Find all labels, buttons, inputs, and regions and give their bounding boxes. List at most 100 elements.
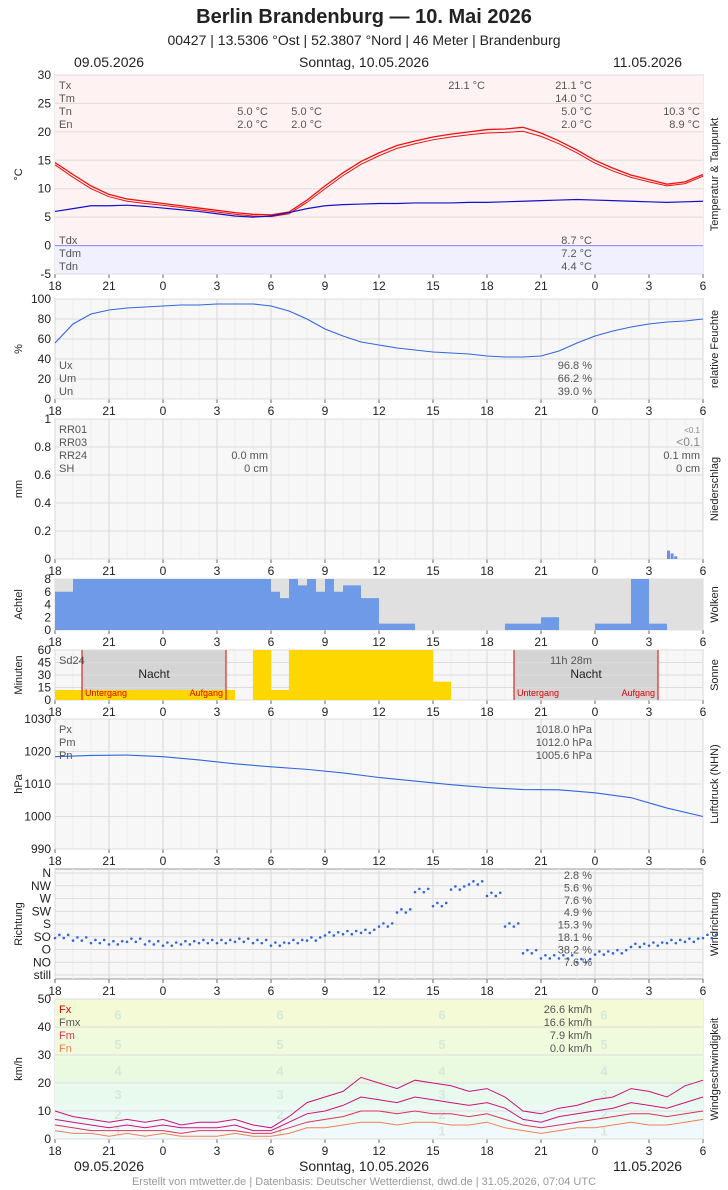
wind-dir-point xyxy=(404,911,408,914)
x-tick-sunshine: 21 xyxy=(534,705,548,719)
wind-dir-point xyxy=(246,937,250,940)
cloud-bar xyxy=(217,579,235,630)
x-tick-pressure: 21 xyxy=(534,854,548,868)
x-tick-humidity: 6 xyxy=(700,404,707,418)
stat-label-wind-speed: Fmx xyxy=(59,1017,81,1029)
sun-bar xyxy=(379,650,397,700)
wind-dir-point xyxy=(314,939,318,942)
wind-dir-point xyxy=(296,941,300,945)
wind-dir-point xyxy=(310,936,313,939)
wind-dir-point xyxy=(184,939,187,943)
beaufort-label: 1 xyxy=(438,1124,445,1139)
y-tick-wind-direction: S xyxy=(43,917,51,931)
wind-dir-point xyxy=(426,887,430,891)
x-tick-wind_speed: 18 xyxy=(480,1144,494,1158)
date-center: Sonntag, 10.05.2026 xyxy=(298,54,429,70)
wind-dir-point xyxy=(512,925,516,928)
wind-dir-point xyxy=(598,950,601,953)
wind-dir-point xyxy=(332,934,336,937)
wind-dir-point xyxy=(354,929,358,933)
sunrise-label: Aufgang xyxy=(621,688,655,698)
y-label-clouds: Achtel xyxy=(13,589,25,620)
x-tick-precipitation: 6 xyxy=(700,564,707,578)
wind-dir-point xyxy=(251,941,255,945)
wind-dir-point xyxy=(624,948,628,952)
sunshine-sd24-value: 11h 28m xyxy=(550,655,592,667)
y-label-wind_direction: Richtung xyxy=(13,902,25,945)
sun-bar xyxy=(325,650,343,700)
y-tick-pressure: 1030 xyxy=(24,712,51,726)
beaufort-band xyxy=(55,1083,703,1106)
y-tick-clouds: 4 xyxy=(44,598,51,612)
sun-bar xyxy=(343,650,361,700)
stat-value-pressure: 1005.6 hPa xyxy=(536,750,593,762)
y-label-temperature: °C xyxy=(13,168,25,180)
x-tick-wind_speed: 9 xyxy=(322,1144,329,1158)
x-tick-sunshine: 12 xyxy=(372,705,386,719)
wind-dir-point xyxy=(76,936,79,939)
beaufort-label: 4 xyxy=(276,1063,284,1078)
cloud-bg xyxy=(523,579,541,630)
x-tick-humidity: 15 xyxy=(426,404,440,418)
side-label-pressure: Luftdruck (NHN) xyxy=(709,744,721,823)
x-tick-clouds: 6 xyxy=(700,635,707,649)
series-line-dewpoint xyxy=(54,198,704,218)
wind-dir-point xyxy=(516,922,520,925)
x-tick-temperature: 6 xyxy=(268,279,275,293)
wind-dir-point xyxy=(206,941,210,945)
wind-dir-point xyxy=(98,941,102,945)
wind-dir-point xyxy=(130,937,133,940)
wind-dir-point xyxy=(534,948,538,952)
x-tick-wind_speed: 0 xyxy=(160,1144,167,1158)
cloud-bar xyxy=(649,623,667,630)
wind-dir-point xyxy=(454,885,457,888)
x-tick-temperature: 3 xyxy=(646,279,653,293)
wind-dir-point xyxy=(678,938,682,942)
precip-bar xyxy=(674,556,678,559)
series-line-wind-fx xyxy=(54,1076,704,1129)
x-tick-sunshine: 21 xyxy=(102,705,116,719)
wind-dir-point xyxy=(328,930,331,934)
cloud-bar xyxy=(343,585,361,630)
wind-dir-point xyxy=(467,883,471,886)
y-label-wind_speed: km/h xyxy=(13,1057,25,1081)
x-tick-precipitation: 15 xyxy=(426,564,440,578)
series-line-wind-fm xyxy=(54,1110,704,1134)
wind-dir-point xyxy=(611,952,615,955)
cloud-bar xyxy=(505,623,523,630)
series-line-humidity xyxy=(54,303,704,358)
series-line-temp-max xyxy=(54,126,704,216)
wind-dir-point xyxy=(89,941,93,945)
wind-dir-point xyxy=(660,941,664,944)
y-label-sunshine: Minuten xyxy=(13,655,25,694)
cloud-bg xyxy=(397,579,415,630)
beaufort-label: 5 xyxy=(600,1037,607,1052)
cloud-bar xyxy=(280,598,289,630)
x-tick-pressure: 21 xyxy=(102,854,116,868)
stat-value-wind-speed: 26.6 km/h xyxy=(544,1004,592,1016)
y-tick-wind-direction: O xyxy=(42,943,51,957)
x-tick-temperature: 0 xyxy=(592,279,599,293)
x-tick-humidity: 21 xyxy=(534,404,548,418)
stat-value-temperature: 21.1 °C xyxy=(448,80,485,92)
x-tick-sunshine: 9 xyxy=(322,705,329,719)
y-tick-temperature: 15 xyxy=(38,153,52,167)
x-tick-temperature: 9 xyxy=(322,279,329,293)
y-tick-sunshine: 60 xyxy=(38,643,52,657)
wind-dir-point xyxy=(580,957,583,961)
x-tick-clouds: 3 xyxy=(214,635,221,649)
wind-dir-point xyxy=(656,944,660,947)
cloud-bg xyxy=(451,579,469,630)
cloud-bg xyxy=(559,579,577,630)
x-tick-precipitation: 21 xyxy=(534,564,548,578)
sun-bar xyxy=(361,650,379,700)
y-tick-pressure: 990 xyxy=(31,842,51,856)
wind-dir-point xyxy=(346,929,349,933)
wind-dir-point xyxy=(80,939,84,942)
date-center-bottom: Sonntag, 10.05.2026 xyxy=(298,1158,429,1174)
stat-label-wind-speed: Fx xyxy=(59,1004,72,1016)
wind-dir-point xyxy=(161,944,165,947)
y-tick-wind_speed: 10 xyxy=(38,1104,52,1118)
x-tick-sunshine: 18 xyxy=(48,705,62,719)
wind-dir-point xyxy=(215,941,219,945)
